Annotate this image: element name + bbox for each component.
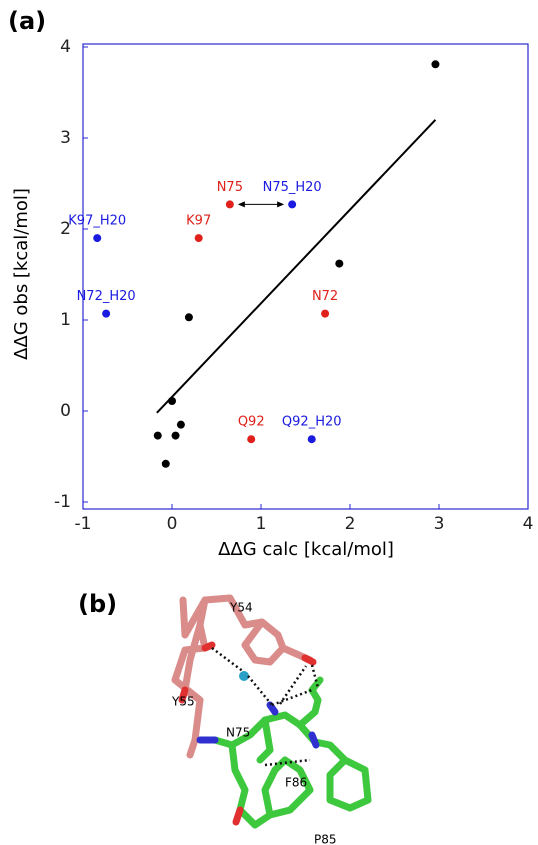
residue-label: F86: [285, 776, 307, 790]
fit-line: [157, 120, 436, 413]
panel-label: (a): [8, 7, 46, 35]
point-label: N75: [217, 180, 243, 195]
panel-label: (b): [78, 590, 117, 618]
point-label: K97: [186, 214, 211, 229]
x-tick-label: 0: [167, 514, 178, 534]
point: [102, 310, 110, 318]
point-label: K97_H20: [68, 214, 126, 229]
y-tick-label: 3: [60, 128, 71, 148]
x-tick-label: 4: [523, 514, 534, 534]
residue-label: Y54: [229, 601, 253, 615]
point: [93, 234, 101, 242]
residue-label: P85: [314, 833, 337, 845]
x-tick-label: 1: [256, 514, 267, 534]
y-tick-label: 4: [60, 37, 71, 57]
y-tick-label: 1: [60, 310, 71, 330]
x-tick-label: 2: [345, 514, 356, 534]
x-axis-label: ΔΔG calc [kcal/mol]: [218, 539, 394, 560]
residue-label: N75: [226, 726, 250, 740]
y-tick-label: -1: [54, 492, 71, 512]
water: [239, 671, 249, 681]
point-label: N72: [312, 289, 338, 304]
point: [162, 460, 170, 468]
point: [321, 310, 329, 318]
x-tick-label: -1: [75, 514, 92, 534]
residue-label: Y55: [171, 695, 195, 709]
figure: (a) (b) ΔΔG calc [kcal/mol] ΔΔG obs [kca…: [0, 0, 538, 845]
x-tick-label: 3: [434, 514, 445, 534]
point: [195, 234, 203, 242]
point: [247, 435, 255, 443]
point: [154, 432, 162, 440]
point: [226, 200, 234, 208]
point: [172, 432, 180, 440]
point: [335, 260, 343, 268]
point: [288, 200, 296, 208]
y-axis-label: ΔΔG obs [kcal/mol]: [11, 188, 32, 360]
point: [168, 397, 176, 405]
point-label: N72_H20: [77, 289, 136, 304]
point: [431, 60, 439, 68]
point: [185, 313, 193, 321]
plot-frame: [83, 44, 528, 509]
y-tick-label: 0: [60, 401, 71, 421]
point: [308, 435, 316, 443]
point: [177, 421, 185, 429]
point-label: Q92_H20: [282, 415, 342, 430]
point-label: Q92: [238, 415, 265, 430]
point-label: N75_H20: [263, 180, 322, 195]
structure-image: Y54 Y55 N75 F86 P85: [171, 598, 368, 845]
